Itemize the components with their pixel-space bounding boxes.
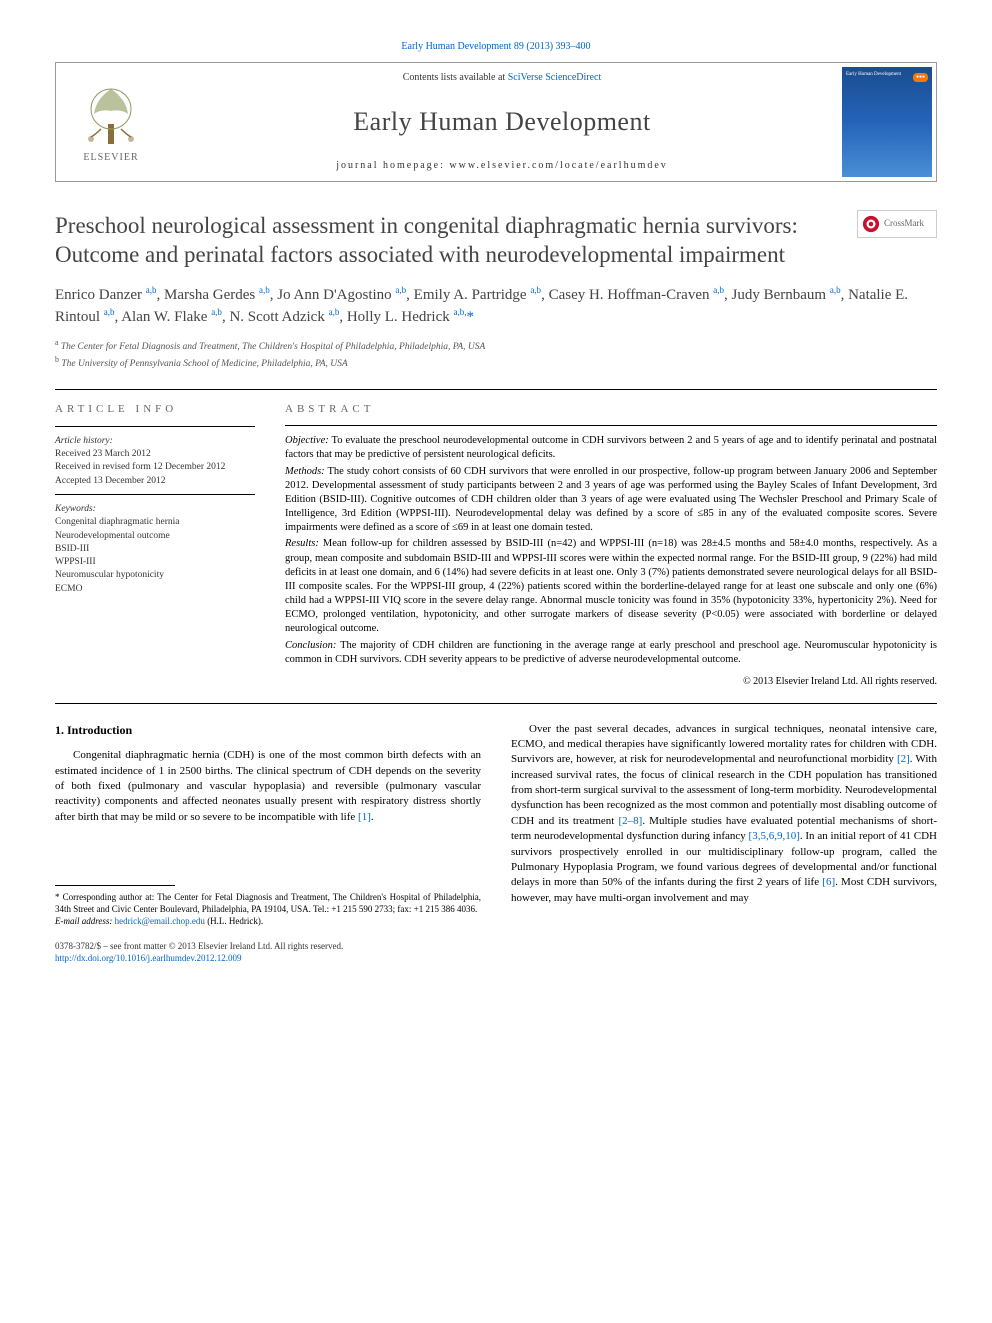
keyword: Congenital diaphragmatic hernia [55,516,255,529]
ref-link-356910[interactable]: [3,5,6,9,10] [749,830,800,842]
elsevier-logo: ELSEVIER [56,63,166,181]
elsevier-tree-icon [76,79,146,149]
abstract-conclusion: Conclusion: The majority of CDH children… [285,639,937,667]
keyword: WPPSI-III [55,556,255,569]
footnote-divider [55,885,175,886]
cover-badge-icon: ●●● [913,73,928,82]
footer-copyright: 0378-3782/$ – see front matter © 2013 El… [55,941,481,953]
journal-header: ELSEVIER Contents lists available at Sci… [55,62,937,182]
crossmark-icon [862,215,880,233]
crossmark-badge[interactable]: CrossMark [857,210,937,238]
abstract-heading: abstract [285,402,937,417]
keywords-block: Keywords: Congenital diaphragmatic herni… [55,503,255,596]
affiliation-b: b The University of Pennsylvania School … [55,354,937,371]
body-divider [55,703,937,704]
abstract-methods: Methods: The study cohort consists of 60… [285,465,937,536]
ref-link-6[interactable]: [6] [822,876,835,888]
keyword: BSID-III [55,543,255,556]
abstract-results: Results: Mean follow-up for children ass… [285,537,937,636]
ref-link-1[interactable]: [1] [358,811,371,823]
abstract-objective: Objective: To evaluate the preschool neu… [285,434,937,462]
intro-paragraph-2: Over the past several decades, advances … [511,722,937,907]
abstract: abstract Objective: To evaluate the pres… [285,402,937,688]
header-center: Contents lists available at SciVerse Sci… [166,63,838,181]
ref-link-2[interactable]: [2] [897,753,910,765]
journal-title: Early Human Development [166,104,838,140]
ref-link-2-8[interactable]: [2–8] [618,815,642,827]
column-right: Over the past several decades, advances … [511,722,937,965]
crossmark-label: CrossMark [884,217,924,230]
article-history: Article history: Received 23 March 2012 … [55,435,255,495]
keywords-label: Keywords: [55,503,255,516]
keyword: Neurodevelopmental outcome [55,530,255,543]
journal-issue-link[interactable]: Early Human Development 89 (2013) 393–40… [55,40,937,54]
accepted-date: Accepted 13 December 2012 [55,475,255,488]
intro-heading: 1. Introduction [55,722,481,739]
contents-text: Contents lists available at [403,72,508,83]
email-line: E-mail address: hedrick@email.chop.edu (… [55,916,481,928]
elsevier-text: ELSEVIER [83,151,138,165]
revised-date: Received in revised form 12 December 201… [55,461,255,474]
contents-available-line: Contents lists available at SciVerse Sci… [166,71,838,85]
footnotes: * Corresponding author at: The Center fo… [55,892,481,927]
affiliation-a: a The Center for Fetal Diagnosis and Tre… [55,337,937,354]
keyword: Neuromuscular hypotonicity [55,569,255,582]
abstract-copyright: © 2013 Elsevier Ireland Ltd. All rights … [285,675,937,689]
abstract-divider [285,425,937,426]
corresponding-author: * Corresponding author at: The Center fo… [55,892,481,915]
intro-paragraph-1: Congenital diaphragmatic hernia (CDH) is… [55,748,481,825]
body-columns: 1. Introduction Congenital diaphragmatic… [55,722,937,965]
cover-label: Early Human Development [846,71,901,78]
page-footer: 0378-3782/$ – see front matter © 2013 El… [55,941,481,964]
article-info-sidebar: article info Article history: Received 2… [55,402,255,688]
email-link[interactable]: hedrick@email.chop.edu [115,916,205,926]
journal-cover-thumbnail: Early Human Development ●●● [842,67,932,177]
affiliations: a The Center for Fetal Diagnosis and Tre… [55,337,937,372]
info-divider [55,426,255,427]
sciencedirect-link[interactable]: SciVerse ScienceDirect [508,72,602,83]
authors-list: Enrico Danzer a,b, Marsha Gerdes a,b, Jo… [55,284,937,329]
article-title: Preschool neurological assessment in con… [55,212,937,270]
keyword: ECMO [55,583,255,596]
history-label: Article history: [55,435,255,448]
divider [55,389,937,390]
doi-link[interactable]: http://dx.doi.org/10.1016/j.earlhumdev.2… [55,953,242,963]
article-info-heading: article info [55,402,255,417]
journal-homepage-line: journal homepage: www.elsevier.com/locat… [166,159,838,173]
column-left: 1. Introduction Congenital diaphragmatic… [55,722,481,965]
received-date: Received 23 March 2012 [55,448,255,461]
